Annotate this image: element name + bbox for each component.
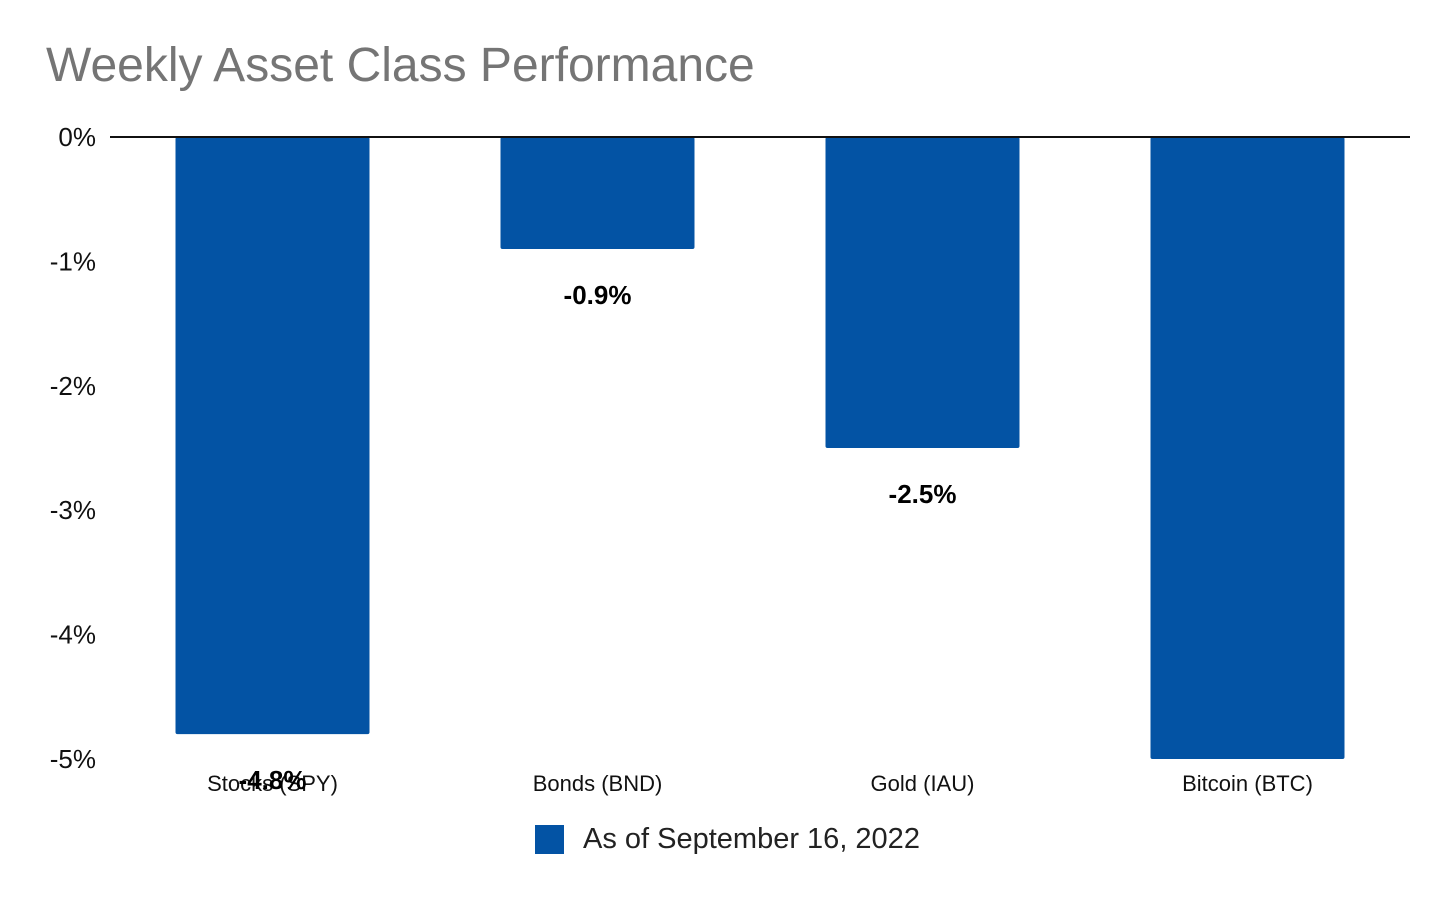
y-tick-label: -4% bbox=[50, 620, 96, 650]
y-tick-label: -5% bbox=[50, 744, 96, 774]
chart-title: Weekly Asset Class Performance bbox=[46, 39, 755, 92]
y-tick-label: -2% bbox=[50, 371, 96, 401]
legend-swatch bbox=[535, 825, 564, 854]
bar bbox=[825, 137, 1020, 448]
y-tick-label: 0% bbox=[58, 122, 96, 152]
x-tick-label: Stocks (SPY) bbox=[207, 771, 338, 796]
y-tick-label: -1% bbox=[50, 246, 96, 276]
x-tick-label: Gold (IAU) bbox=[871, 771, 975, 796]
x-tick-label: Bonds (BND) bbox=[533, 771, 663, 796]
data-label: -0.9% bbox=[564, 280, 632, 310]
bar bbox=[1150, 137, 1345, 759]
y-tick-label: -3% bbox=[50, 495, 96, 525]
x-tick-label: Bitcoin (BTC) bbox=[1182, 771, 1313, 796]
legend: As of September 16, 2022 bbox=[535, 823, 920, 856]
legend-label: As of September 16, 2022 bbox=[583, 823, 920, 855]
bar bbox=[175, 137, 370, 735]
data-label: -4.8% bbox=[239, 765, 307, 795]
data-label: -2.5% bbox=[889, 479, 957, 509]
bar bbox=[500, 137, 695, 249]
